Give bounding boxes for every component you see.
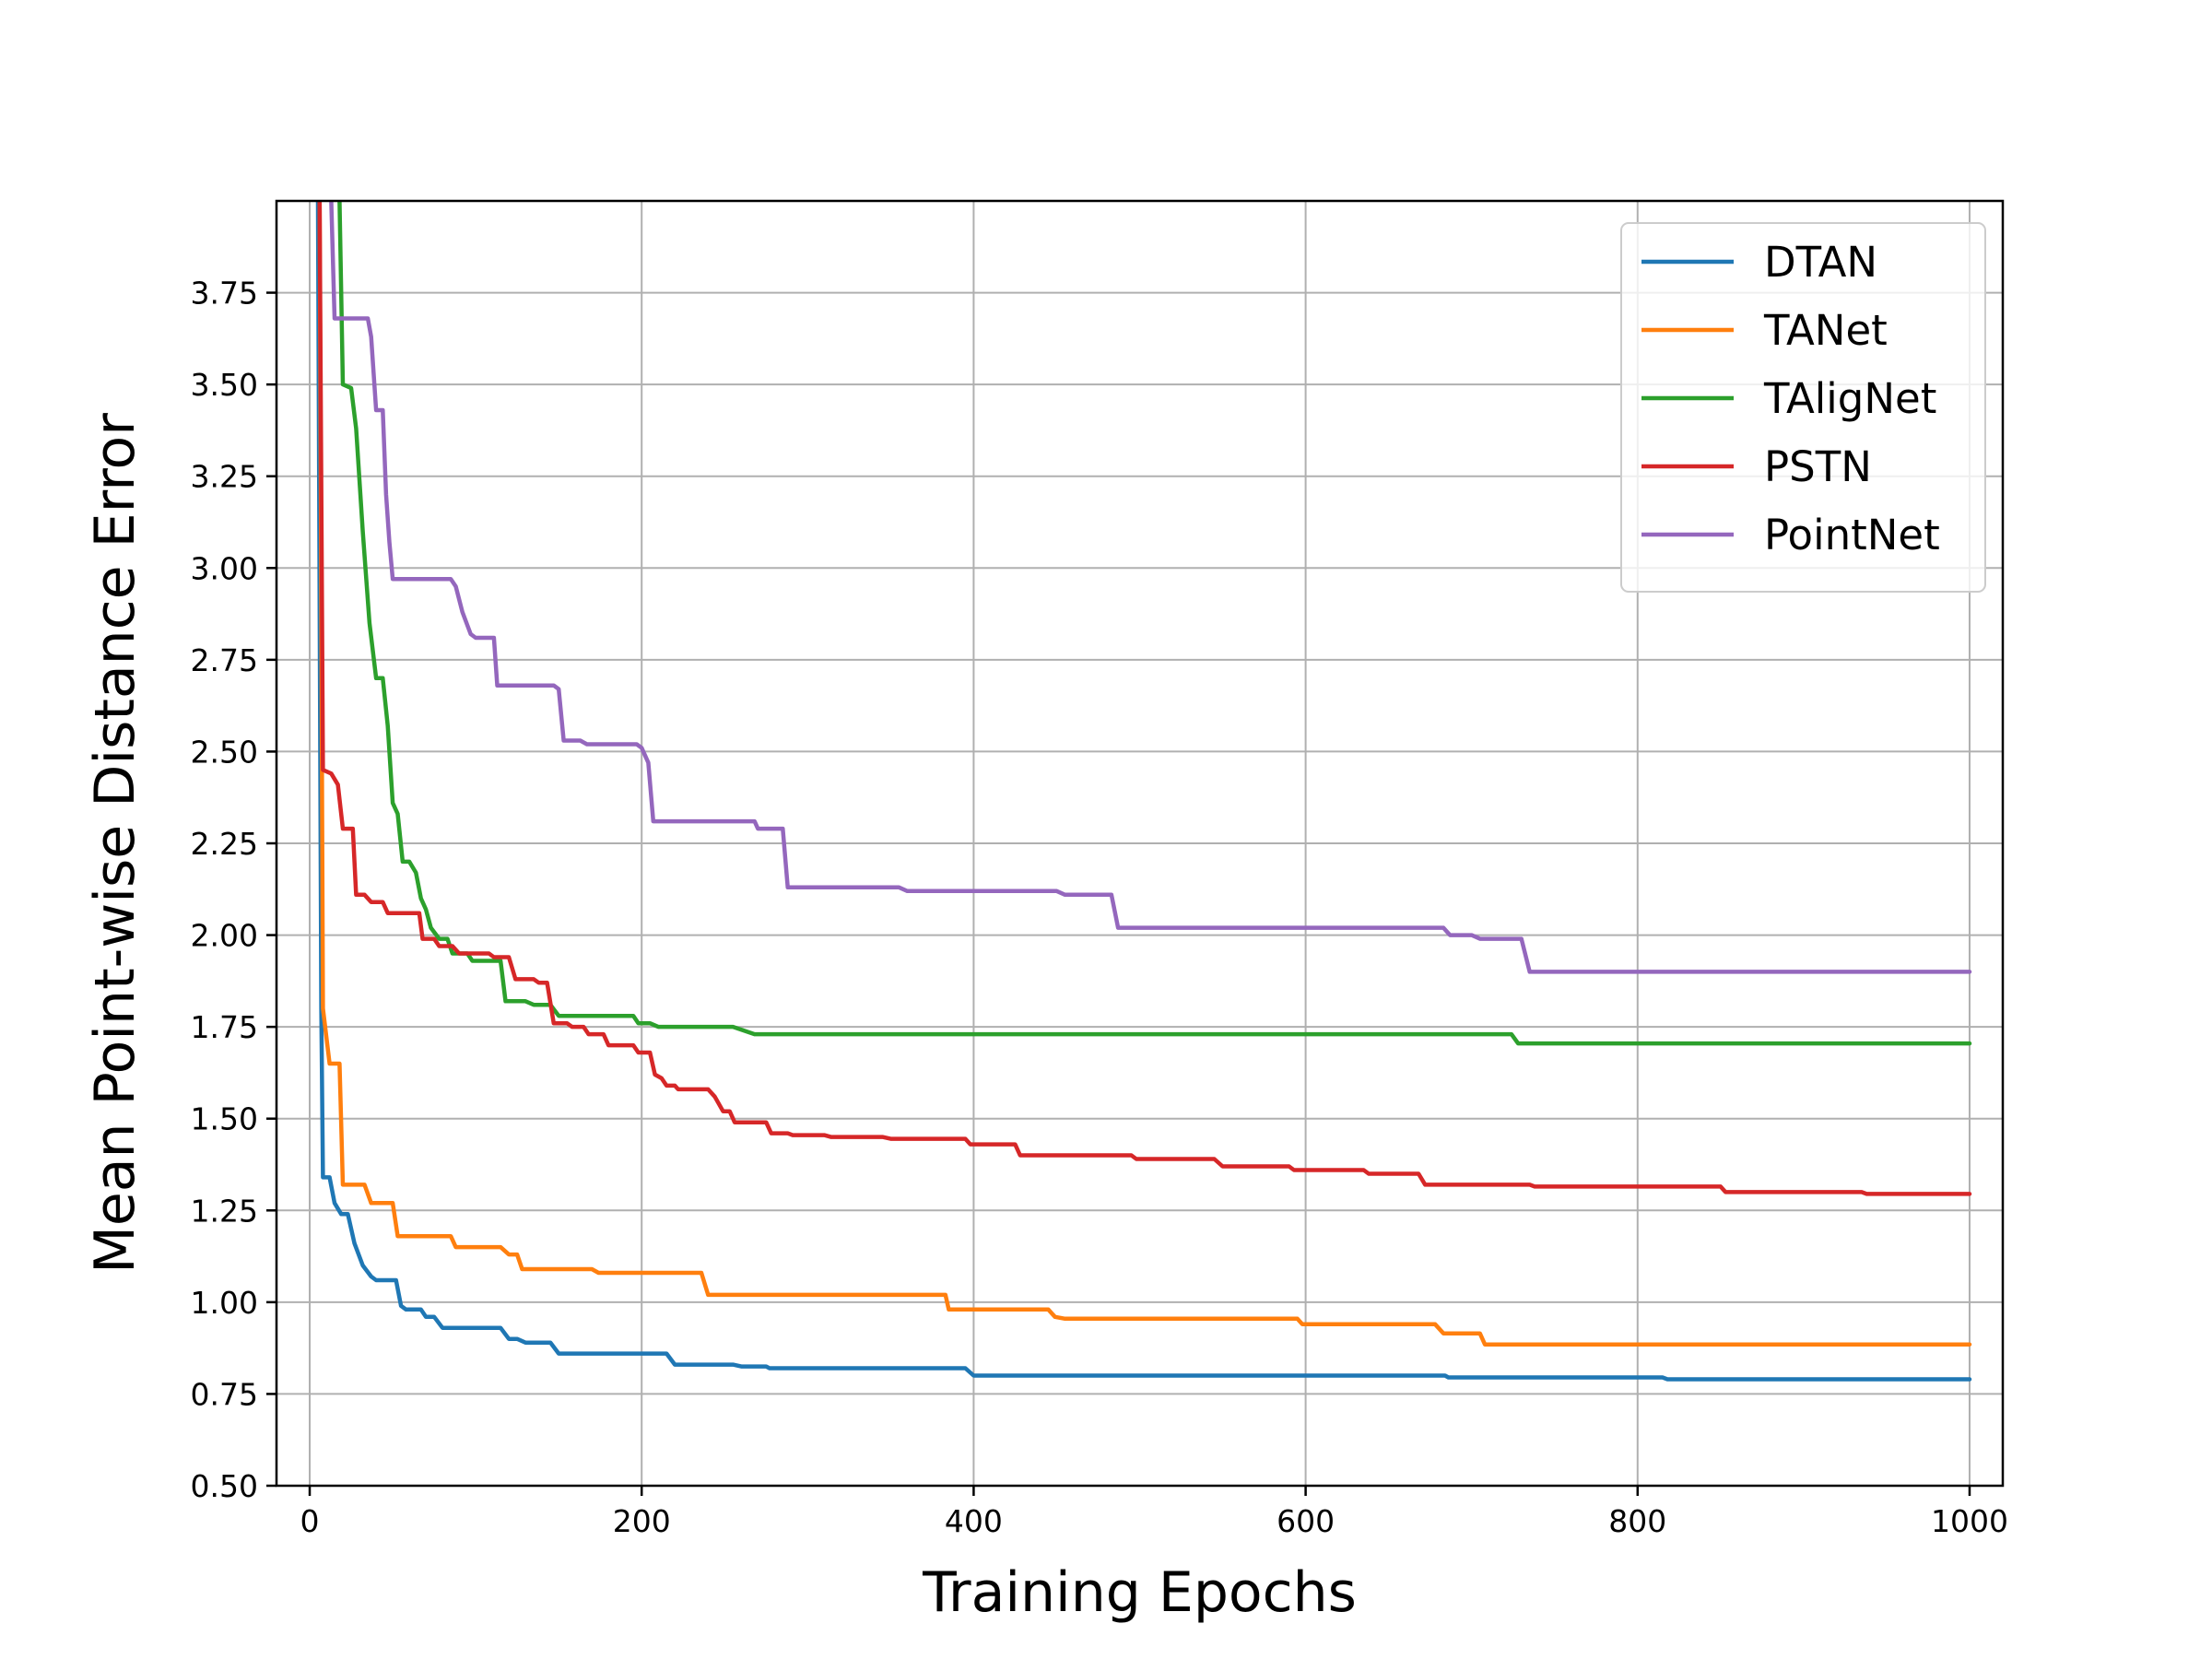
y-tick-label: 3.50	[191, 367, 258, 403]
x-tick-label: 0	[300, 1503, 320, 1539]
series-line-talignet	[337, 201, 1972, 1046]
legend-label: PSTN	[1764, 442, 1872, 491]
y-tick-label: 2.25	[191, 826, 258, 862]
y-tick-label: 3.00	[191, 550, 258, 586]
x-axis-title: Training Epochs	[922, 1560, 1357, 1625]
legend-label: TANet	[1763, 306, 1888, 355]
x-tick-label: 200	[613, 1503, 671, 1539]
y-tick-label: 3.25	[191, 459, 258, 495]
y-tick-label: 3.75	[191, 276, 258, 312]
y-tick-label: 1.00	[191, 1285, 258, 1321]
y-tick-label: 0.75	[191, 1376, 258, 1412]
series-line-dtan	[315, 201, 1972, 1382]
y-tick-label: 1.50	[191, 1101, 258, 1137]
x-tick-label: 800	[1608, 1503, 1666, 1539]
x-tick-label: 600	[1277, 1503, 1335, 1539]
y-tick-label: 2.00	[191, 918, 258, 954]
y-axis-ticks: 0.50 0.75 1.00 1.25 1.50 1.75 2.00 2.25 2.50 2.75…	[191, 276, 276, 1504]
x-tick-label: 1000	[1931, 1503, 2008, 1539]
legend: DTAN TANet TAligNet PSTN PointNet	[1620, 222, 1986, 593]
y-axis-title: Mean Point-wise Distance Error	[83, 413, 147, 1274]
y-tick-label: 1.25	[191, 1193, 258, 1229]
series-line-tanet	[317, 201, 1972, 1347]
x-axis-ticks: 0 200 400 600 800 1000	[300, 1486, 2008, 1539]
legend-box	[1620, 222, 1986, 593]
legend-label: DTAN	[1764, 238, 1877, 287]
x-tick-label: 400	[945, 1503, 1003, 1539]
series-line-pstn	[317, 201, 1972, 1196]
series-layer	[315, 201, 1972, 1382]
y-tick-label: 0.50	[191, 1468, 258, 1504]
legend-label: TAligNet	[1763, 374, 1936, 423]
y-tick-label: 2.75	[191, 642, 258, 678]
series-line-pointnet	[329, 201, 1972, 974]
legend-label: PointNet	[1764, 511, 1940, 559]
y-tick-label: 1.75	[191, 1009, 258, 1045]
y-tick-label: 2.50	[191, 734, 258, 770]
